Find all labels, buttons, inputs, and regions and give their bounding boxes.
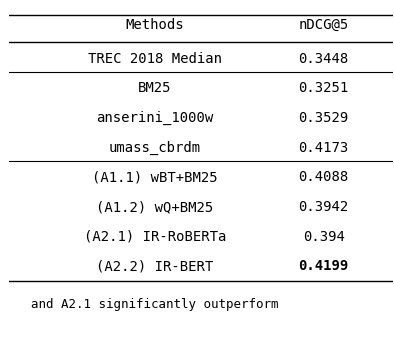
Text: nDCG@5: nDCG@5 xyxy=(299,18,349,32)
Text: 0.394: 0.394 xyxy=(303,230,344,244)
Text: anserini_1000w: anserini_1000w xyxy=(96,111,214,125)
Text: TREC 2018 Median: TREC 2018 Median xyxy=(88,52,222,66)
Text: and A2.1 significantly outperform: and A2.1 significantly outperform xyxy=(31,299,279,311)
Text: 0.3942: 0.3942 xyxy=(299,200,349,214)
Text: 0.4173: 0.4173 xyxy=(299,141,349,155)
Text: Methods: Methods xyxy=(126,18,184,32)
Text: 0.3251: 0.3251 xyxy=(299,81,349,96)
Text: umass_cbrdm: umass_cbrdm xyxy=(109,141,201,155)
Text: BM25: BM25 xyxy=(138,81,172,96)
Text: 0.3529: 0.3529 xyxy=(299,111,349,125)
Text: 0.4088: 0.4088 xyxy=(299,170,349,184)
Text: (A2.1) IR-RoBERTa: (A2.1) IR-RoBERTa xyxy=(84,230,226,244)
Text: 0.3448: 0.3448 xyxy=(299,52,349,66)
Text: (A2.2) IR-BERT: (A2.2) IR-BERT xyxy=(96,259,214,273)
Text: (A1.2) wQ+BM25: (A1.2) wQ+BM25 xyxy=(96,200,214,214)
Text: (A1.1) wBT+BM25: (A1.1) wBT+BM25 xyxy=(92,170,217,184)
Text: 0.4199: 0.4199 xyxy=(299,259,349,273)
